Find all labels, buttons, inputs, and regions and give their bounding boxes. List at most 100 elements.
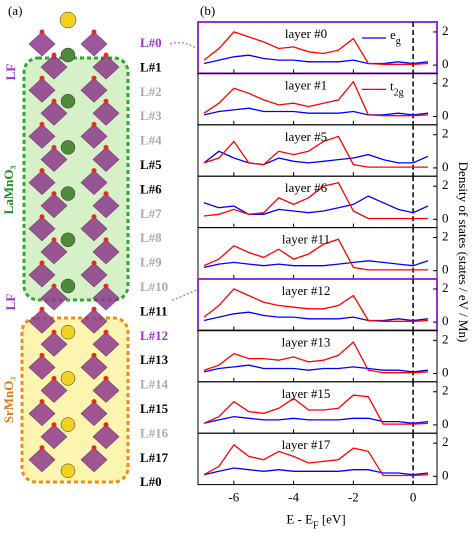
layer-label: L#13: [140, 352, 169, 367]
octahedron: [40, 378, 68, 403]
octahedron: [92, 285, 120, 311]
legend-label: eg: [390, 27, 401, 47]
dos-line: [203, 238, 428, 271]
octahedron: [92, 54, 120, 80]
a-site-atom: [60, 93, 76, 109]
y-tick-label: 0: [442, 159, 449, 174]
dos-line: [203, 195, 429, 215]
dos-line: [203, 54, 429, 65]
y-tick-label: 2: [442, 280, 449, 295]
a-site-atom: [60, 324, 76, 340]
layer-label: L#16: [140, 425, 169, 440]
oxygen: [51, 376, 57, 381]
oxygen: [91, 121, 97, 127]
oxygen: [103, 283, 109, 289]
octahedron: [40, 331, 68, 357]
oxygen: [91, 445, 97, 451]
y-tick-label: 2: [442, 177, 449, 192]
oxygen: [91, 168, 97, 174]
layer-label: L#9: [140, 255, 162, 270]
oxygen: [103, 329, 109, 335]
layer-title: layer #15: [282, 386, 331, 401]
y-tick-label: 2: [442, 126, 449, 141]
octahedron: [28, 308, 56, 334]
octahedron: [40, 239, 68, 265]
x-tick-label: -2: [348, 490, 359, 505]
a-site-atom: [60, 371, 76, 386]
y-tick-label: 2: [442, 383, 449, 398]
octahedron: [92, 378, 120, 403]
octahedron: [80, 170, 108, 196]
octahedron: [80, 31, 108, 57]
panel-label: (a): [8, 3, 22, 18]
layer-label: L#6: [140, 181, 162, 196]
connector-arrow: [169, 41, 197, 49]
layer-title: layer #0: [285, 26, 327, 41]
oxygen: [51, 191, 57, 197]
a-site-atom: [60, 463, 76, 479]
layer-title: layer #12: [282, 283, 331, 298]
octahedron: [28, 123, 56, 149]
oxygen: [103, 237, 109, 243]
a-site-atom: [59, 11, 77, 29]
octahedron: [28, 31, 56, 57]
layer-label: L#5: [140, 157, 162, 172]
oxygen: [39, 445, 45, 451]
layer-label: L#0: [140, 35, 162, 50]
y-tick-label: 0: [442, 210, 449, 225]
oxygen: [51, 329, 57, 335]
layer-label: L#15: [140, 401, 169, 416]
dos-line: [203, 288, 429, 322]
oxygen: [91, 352, 97, 358]
layer-label: L#14: [140, 377, 169, 392]
octahedron: [80, 216, 108, 242]
oxygen: [51, 52, 57, 58]
legend-text-part: g: [396, 36, 401, 47]
oxygen: [103, 422, 109, 428]
layer-title: layer #1: [285, 77, 327, 92]
a-site-atom: [60, 186, 76, 201]
legend-label: t2g: [390, 78, 404, 98]
oxygen: [39, 399, 45, 405]
a-site-atom: [60, 278, 76, 294]
connector-arrow: [171, 289, 197, 301]
octahedron: [28, 354, 56, 380]
dos-line: [203, 311, 429, 322]
y-tick-label: 0: [442, 56, 449, 71]
octahedron: [92, 100, 120, 126]
oxygen: [39, 168, 45, 174]
octahedron: [28, 216, 56, 242]
oxygen: [39, 29, 45, 35]
oxygen: [39, 352, 45, 358]
y-tick-label: 0: [442, 313, 449, 328]
y-tick-label: 0: [442, 262, 449, 277]
octahedron: [40, 54, 68, 80]
layer-label: L#10: [140, 279, 168, 294]
octahedron: [40, 193, 68, 219]
oxygen: [91, 399, 97, 405]
panel-label: (b): [200, 3, 215, 18]
lf-label: LF: [3, 64, 18, 81]
layer-title: layer #6: [285, 180, 328, 195]
oxygen: [39, 75, 45, 81]
lamno3-label: LaMnO₃: [1, 166, 16, 215]
octahedron: [92, 193, 120, 219]
dos-line: [203, 31, 429, 65]
oxygen: [103, 52, 109, 58]
octahedron: [28, 262, 56, 288]
legend-text-part: e: [390, 27, 396, 42]
octahedron: [92, 239, 120, 265]
plot-frame: [197, 432, 438, 486]
a-site-atom: [60, 417, 76, 432]
dos-line: [203, 182, 428, 220]
octahedron: [80, 123, 108, 149]
layer-label: L#1: [140, 59, 162, 74]
octahedron: [80, 262, 108, 288]
layer-label: L#3: [140, 108, 162, 123]
oxygen: [91, 260, 97, 266]
dos-line: [203, 260, 429, 269]
octahedron: [28, 170, 56, 196]
x-tick-label: -6: [228, 490, 239, 505]
dos-line: [203, 443, 429, 477]
